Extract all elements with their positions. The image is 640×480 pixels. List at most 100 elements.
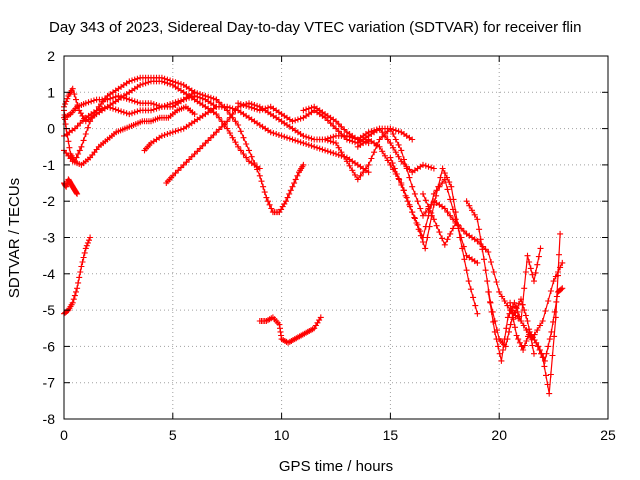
- data-point-marker: [262, 105, 269, 112]
- data-point-marker: [546, 390, 553, 397]
- data-point-marker: [226, 111, 233, 118]
- data-point-marker: [365, 169, 372, 176]
- data-point-marker: [510, 316, 517, 323]
- series-arc-13: [300, 103, 437, 176]
- data-point-marker: [213, 129, 220, 136]
- data-point-marker: [444, 209, 451, 216]
- data-point-marker: [221, 104, 228, 111]
- data-point-marker: [197, 145, 203, 152]
- data-point-marker: [541, 357, 548, 364]
- data-point-marker: [232, 139, 239, 146]
- data-point-marker: [324, 148, 331, 155]
- data-point-marker: [357, 172, 364, 179]
- series-trace: [144, 106, 369, 173]
- data-point-marker: [175, 167, 182, 174]
- data-point-marker: [229, 114, 236, 121]
- data-point-marker: [520, 347, 527, 353]
- data-point-marker: [341, 126, 348, 133]
- data-point-marker: [300, 107, 307, 114]
- data-point-marker: [199, 142, 206, 149]
- data-point-marker: [80, 117, 86, 124]
- y-tick-label: -8: [43, 411, 56, 427]
- data-point-marker: [455, 222, 462, 229]
- data-point-marker: [532, 269, 539, 276]
- data-point-marker: [504, 314, 511, 321]
- data-point-marker: [246, 103, 252, 110]
- data-point-marker: [273, 131, 280, 137]
- data-point-marker: [69, 299, 76, 306]
- y-tick-label: -4: [43, 266, 56, 282]
- data-point-marker: [75, 279, 82, 286]
- data-point-marker: [188, 93, 195, 100]
- data-point-marker: [73, 96, 79, 103]
- data-point-marker: [289, 136, 296, 143]
- y-tick-label: -3: [43, 230, 56, 246]
- data-point-marker: [267, 129, 274, 136]
- y-tick-label: 2: [47, 48, 55, 64]
- data-point-marker: [112, 93, 119, 100]
- data-point-marker: [153, 105, 160, 112]
- data-point-marker: [524, 252, 531, 259]
- data-point-marker: [120, 94, 127, 101]
- data-point-marker: [70, 296, 77, 303]
- data-point-marker: [498, 293, 505, 300]
- data-point-marker: [224, 107, 231, 114]
- data-point-marker: [229, 134, 236, 141]
- data-point-marker: [93, 107, 100, 114]
- data-point-marker: [541, 363, 548, 370]
- data-point-marker: [436, 229, 443, 236]
- data-point-marker: [515, 300, 522, 307]
- data-point-marker: [515, 336, 522, 343]
- data-point-marker: [425, 203, 432, 210]
- data-point-marker: [69, 85, 76, 92]
- data-point-marker: [338, 123, 345, 130]
- data-point-marker: [158, 78, 165, 85]
- data-point-marker: [433, 192, 440, 199]
- data-point-marker: [395, 128, 402, 135]
- data-point-marker: [183, 95, 190, 102]
- data-point-marker: [120, 109, 127, 116]
- data-point-marker: [202, 140, 209, 147]
- data-point-marker: [283, 198, 289, 205]
- data-point-marker: [439, 235, 446, 242]
- data-point-marker: [513, 332, 520, 339]
- data-point-marker: [522, 269, 529, 275]
- data-point-marker: [75, 151, 82, 157]
- data-point-marker: [428, 210, 435, 216]
- data-point-marker: [507, 321, 514, 328]
- data-point-marker: [172, 99, 179, 106]
- data-point-marker: [150, 101, 157, 108]
- data-point-marker: [235, 100, 242, 107]
- series-trace: [466, 200, 535, 354]
- data-point-marker: [543, 350, 550, 357]
- data-point-marker: [115, 92, 122, 99]
- data-point-marker: [368, 128, 375, 135]
- data-point-marker: [447, 212, 454, 219]
- data-point-marker: [387, 125, 394, 132]
- data-point-marker: [557, 230, 564, 237]
- data-point-marker: [472, 302, 479, 309]
- data-point-marker: [218, 118, 225, 125]
- data-point-marker: [382, 131, 388, 137]
- data-point-marker: [384, 136, 391, 143]
- data-point-marker: [452, 220, 459, 226]
- data-point-marker: [379, 148, 386, 155]
- data-point-marker: [134, 75, 141, 82]
- data-point-marker: [88, 98, 95, 105]
- x-tick-label: 5: [169, 427, 177, 443]
- data-point-marker: [74, 285, 81, 292]
- data-point-marker: [281, 133, 288, 140]
- data-point-marker: [78, 143, 85, 150]
- data-point-marker: [85, 99, 92, 106]
- data-point-marker: [488, 308, 495, 315]
- data-point-marker: [251, 105, 258, 112]
- data-point-marker: [207, 94, 214, 101]
- data-point-marker: [496, 288, 503, 295]
- data-point-marker: [439, 165, 446, 172]
- data-point-marker: [426, 223, 433, 230]
- data-point-marker: [559, 285, 566, 292]
- data-point-marker: [420, 212, 426, 219]
- data-point-marker: [300, 161, 307, 168]
- data-point-marker: [415, 226, 422, 233]
- data-point-marker: [437, 174, 444, 181]
